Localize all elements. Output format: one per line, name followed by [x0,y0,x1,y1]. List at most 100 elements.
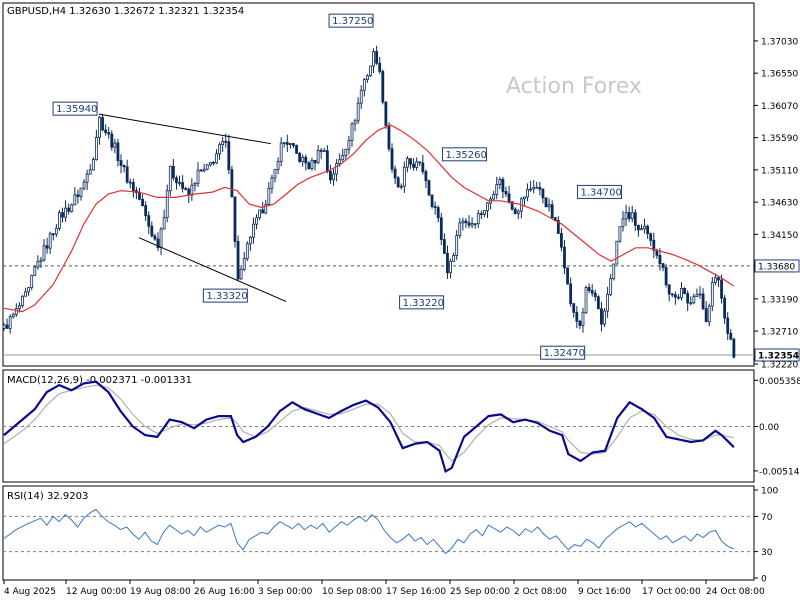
price-y-tick-label: 1.32220 [761,361,798,371]
candle-body [670,293,674,296]
candle-body [224,140,228,143]
candle-body [433,206,437,208]
level-label-text: 1.33320 [206,291,247,302]
candle-body [285,142,289,145]
candle-body [344,148,348,156]
candle-body [686,293,690,304]
moving-average [3,124,735,313]
candle-body [144,205,148,216]
symbol-header: GBPUSD,H4 1.32630 1.32672 1.32321 1.3235… [7,6,244,17]
candle-body [193,182,197,186]
time-tick-label: 24 Oct 08:00 [706,587,765,597]
candle-body [390,148,394,170]
candle-body [584,287,588,313]
candle-body [153,235,157,240]
candle-body [242,258,246,270]
candle-body [399,185,403,188]
level-label-box [442,147,488,162]
ma-line [3,124,735,313]
candle-body [652,239,656,251]
candle-body [258,209,262,219]
candle-body [270,177,274,189]
candle-body [726,317,730,334]
candle-body [581,311,585,326]
candle-body [452,255,456,262]
candle-body [612,263,616,280]
candle-body [147,215,151,227]
candle-body [664,267,668,286]
candle-body [436,207,440,219]
candle-body [501,179,505,192]
candle-body [45,245,49,249]
candle-body [30,275,34,289]
trendlines [98,113,287,302]
candle-body [560,233,563,248]
candle-body [98,117,101,138]
candle-body [353,120,357,125]
candle-body [683,288,686,294]
candle-body [596,296,600,310]
candle-body [479,213,483,215]
candle-body [717,277,720,281]
candle-body [42,245,46,261]
candle-body [119,160,123,166]
candle-body [94,137,98,160]
candle-body [415,161,419,168]
price-panel: GBPUSD,H4 1.32630 1.32672 1.32321 1.3235… [2,2,800,371]
candle-body [27,287,31,293]
candle-body [529,188,533,191]
candle-body [76,194,80,197]
candle-body [593,292,597,298]
candle-body [5,324,9,329]
candle-body [104,129,108,133]
candle-body [82,181,86,189]
candle-body [14,308,18,315]
candle-body [187,188,191,196]
macd-lines [3,380,735,474]
candle-body [636,224,640,231]
candle-body [171,165,175,179]
price-y-tick-label: 1.37030 [761,37,798,47]
candle-body [165,190,169,219]
time-tick-label: 19 Aug 08:00 [130,587,191,597]
candle-body [261,209,265,214]
candle-body [467,222,471,226]
candle-body [446,252,449,274]
candle-body [566,267,569,285]
macd-title: MACD(12,26,9) -0.002371 -0.001331 [7,375,192,386]
candle-body [630,212,634,220]
candle-body [162,217,166,230]
candle-body [523,196,526,200]
macd-signal-line [3,384,735,462]
candle-body [449,260,452,274]
candle-body [227,141,231,171]
candle-body [11,313,15,318]
candle-body [729,332,733,340]
candle-body [365,75,369,81]
candle-body [116,142,120,162]
candle-body [356,102,360,122]
candle-body [168,165,172,192]
candle-body [504,191,508,195]
candle-body [51,233,55,236]
candle-body [159,228,163,248]
candle-body [107,132,111,135]
time-tick-label: 2 Oct 08:00 [514,587,567,597]
level-label-text: 1.33220 [403,298,444,309]
candle-body [295,145,298,154]
candle-body [36,261,40,268]
candle-body [412,163,415,168]
candle-body [335,163,338,175]
time-tick-label: 25 Sep 00:00 [450,587,510,597]
candle-body [498,179,502,185]
price-y-tick-label: 1.33190 [761,295,798,305]
candle-body [141,198,144,207]
candle-body [252,223,255,238]
candle-body [279,142,283,163]
candle-body [516,210,520,214]
candle-body [510,201,514,210]
candle-body [461,220,465,224]
candle-body [33,266,37,276]
candle-body [332,173,335,181]
